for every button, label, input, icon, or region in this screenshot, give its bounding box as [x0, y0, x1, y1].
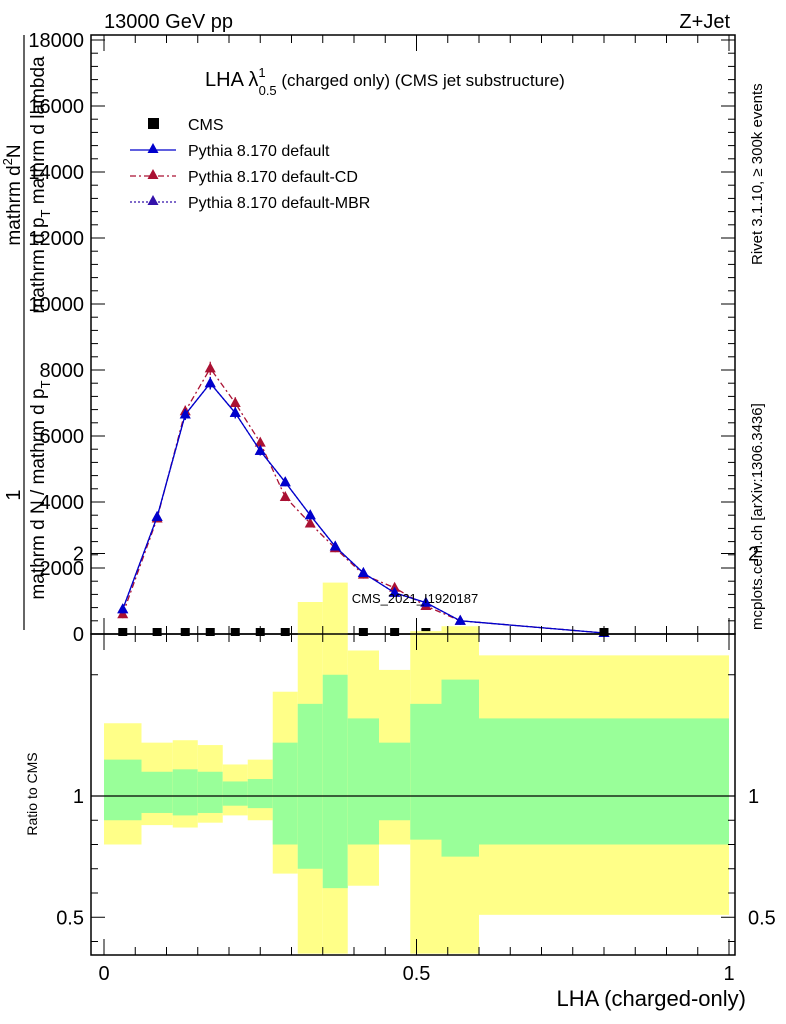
process-label: Z+Jet	[679, 11, 730, 33]
main-y-tick-label: 0	[73, 624, 84, 646]
cms-point	[390, 628, 400, 636]
series-point	[279, 476, 291, 487]
series-point	[204, 377, 216, 388]
main-y-tick-label: 16000	[28, 96, 84, 118]
ratio-band-inner	[272, 742, 298, 845]
ratio-panel: 0.5 0.5 1 1 2 2 Ratio to CMS	[24, 544, 776, 956]
series-point	[204, 362, 216, 373]
cms-point	[118, 628, 128, 636]
rivet-label: Rivet 3.1.10, ≥ 300k events	[749, 83, 766, 265]
watermark: CMS_2021_I1920187	[352, 591, 479, 606]
x-tick-label: 0.5	[403, 963, 431, 985]
series-point	[117, 603, 129, 614]
ratio-band-inner	[479, 718, 729, 845]
ratio-band-inner	[297, 703, 323, 869]
x-tick-label: 0	[98, 963, 109, 985]
ratio-band-inner	[347, 718, 379, 845]
legend-cms-marker	[148, 118, 159, 129]
cms-point	[152, 628, 162, 636]
series-point	[389, 586, 401, 597]
main-y-tick-label: 2000	[40, 558, 85, 580]
main-y-tick-label: 12000	[28, 228, 84, 250]
series-point	[229, 406, 241, 417]
series-point	[279, 491, 291, 502]
x-ticks: 0 0.5 1	[98, 35, 735, 985]
series-point	[420, 596, 432, 607]
series-point	[329, 540, 341, 551]
main-y-tick-label: 6000	[40, 426, 85, 448]
legend-cd-label: Pythia 8.170 default-CD	[188, 169, 358, 186]
ratio-y-tick-label-right: 2	[748, 544, 759, 566]
ratio-band-inner	[441, 679, 479, 857]
series-line-2	[122, 367, 605, 634]
cms-point	[205, 628, 215, 636]
ratio-band-inner	[322, 674, 348, 889]
series-point	[304, 517, 316, 528]
series-point	[179, 408, 191, 419]
legend-default-marker	[147, 143, 159, 153]
ratio-band-inner	[172, 769, 198, 816]
ratio-y-tick-label: 2	[73, 544, 84, 566]
cms-point	[180, 628, 190, 636]
y-label-right: mathrm d2N	[0, 144, 25, 245]
main-y-tick-label: 8000	[40, 360, 85, 382]
x-tick-label: 1	[723, 963, 734, 985]
ratio-bands	[104, 582, 729, 954]
series-point	[151, 510, 163, 521]
ratio-band-inner	[104, 759, 142, 821]
legend-cms-label: CMS	[188, 117, 224, 134]
legend-cd-marker	[147, 169, 159, 179]
ratio-band-inner	[410, 703, 442, 840]
cms-point	[280, 628, 290, 636]
mcplots-label: mcplots.cern.ch [arXiv:1306.3436]	[749, 403, 766, 630]
main-y-tick-label: 14000	[28, 162, 84, 184]
ratio-band-inner	[141, 771, 173, 813]
main-data-layer	[117, 361, 610, 638]
main-y-tick-label: 10000	[28, 294, 84, 316]
legend-mbr-label: Pythia 8.170 default-MBR	[188, 195, 370, 212]
main-y-ticks: 0 2000 4000 6000 8000 10000 12000 14000 16000 180…	[28, 30, 735, 646]
ratio-frame	[90, 633, 736, 956]
legend-default-label: Pythia 8.170 default	[188, 143, 330, 160]
y-label-overlap: mathrm d pT mathrm d lambda	[28, 56, 53, 314]
ratio-y-ticks: 0.5 0.5 1 1 2 2	[56, 544, 776, 942]
series-point	[229, 397, 241, 407]
y-label-one: 1	[3, 489, 25, 500]
ratio-y-label: Ratio to CMS	[24, 752, 40, 835]
ratio-y-tick-label-right: 0.5	[748, 907, 776, 929]
cms-point	[230, 628, 240, 636]
ratio-y-tick-label-right: 1	[748, 786, 759, 808]
main-y-tick-label: 4000	[40, 492, 85, 514]
ratio-y-tick-label: 1	[73, 786, 84, 808]
main-y-tick-label: 18000	[28, 30, 84, 52]
series-point	[254, 444, 266, 455]
main-panel: 0 2000 4000 6000 8000 10000 12000 14000 16000 180…	[0, 30, 736, 646]
cms-point	[358, 628, 368, 636]
series-line-1	[122, 382, 605, 634]
ratio-band-inner	[197, 771, 223, 813]
series-point	[254, 436, 266, 447]
beam-label: 13000 GeV pp	[104, 11, 233, 33]
legend: CMS Pythia 8.170 default Pythia 8.170 de…	[130, 117, 370, 212]
series-point	[454, 614, 466, 625]
legend-mbr-marker	[147, 195, 159, 205]
plot-title: LHA λ1 0.5 (charged only) (CMS jet substr…	[205, 65, 565, 98]
ratio-y-tick-label: 0.5	[56, 907, 84, 929]
x-axis-label: LHA (charged-only)	[556, 986, 746, 1011]
series-point	[357, 566, 369, 577]
ratio-band-inner	[222, 781, 248, 806]
y-label-left: mathrm d N / mathrm d pT	[28, 380, 53, 599]
series-point	[304, 509, 316, 520]
ratio-band-inner	[247, 779, 273, 809]
ratio-band-inner	[379, 742, 411, 821]
